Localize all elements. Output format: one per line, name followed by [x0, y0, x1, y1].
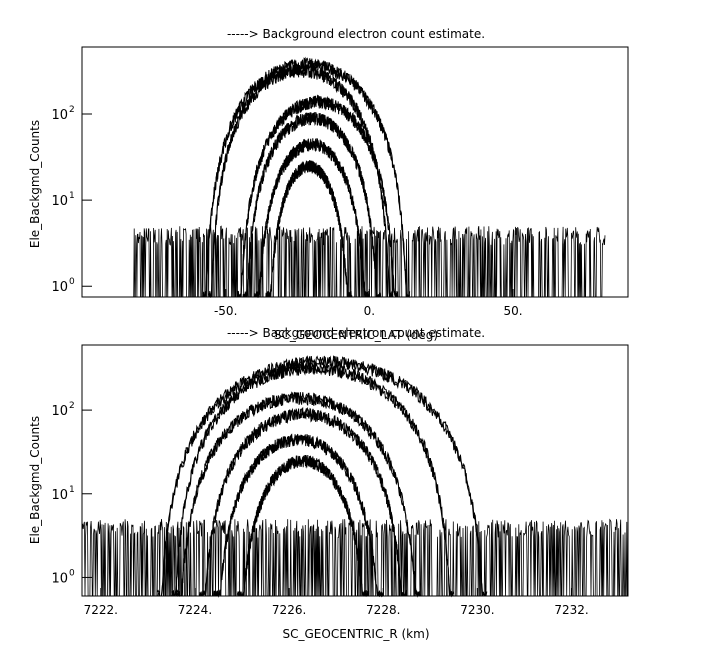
y-tick-exponent: 1 [69, 191, 75, 201]
series-line-2 [175, 391, 422, 597]
y-tick-exponent: 0 [69, 277, 75, 287]
chart-title: -----> Background electron count estimat… [227, 27, 485, 41]
y-tick-label: 10 [51, 108, 68, 123]
series-line-5 [265, 160, 353, 298]
y-tick-exponent: 1 [69, 485, 75, 495]
y-tick-label: 10 [51, 280, 68, 295]
series-line-2 [236, 95, 399, 298]
x-tick-label: 0. [364, 304, 375, 318]
series-line-1 [208, 63, 393, 298]
y-tick-exponent: 2 [69, 401, 75, 411]
x-axis-label: SC_GEOCENTRIC_LAT (deg) [274, 328, 438, 342]
x-axis-label: SC_GEOCENTRIC_R (km) [283, 627, 430, 641]
plot-frame [81, 46, 629, 298]
panel-lat: -----> Background electron count estimat… [28, 27, 629, 342]
y-tick-exponent: 0 [69, 568, 75, 578]
series-line-1 [170, 362, 455, 598]
y-axis-label: Ele_Backgmd_Counts [28, 120, 42, 248]
series-line-4 [253, 138, 370, 299]
x-tick-label: 7228. [366, 603, 400, 617]
y-tick-label: 10 [51, 571, 68, 586]
series-line-3 [242, 112, 381, 298]
y-tick-label: 10 [51, 404, 68, 419]
y-tick-label: 10 [51, 194, 68, 209]
series-layer [133, 56, 606, 299]
x-tick-label: 7226. [272, 603, 306, 617]
series-line-3 [199, 407, 407, 597]
series-line-3 [199, 406, 408, 597]
chart-title: -----> Background electron count estimat… [227, 326, 485, 340]
y-axis-label: Ele_Backgmd_Counts [28, 416, 42, 544]
y-tick-exponent: 2 [69, 105, 75, 115]
y-tick-label: 10 [51, 488, 68, 503]
x-tick-label: 7232. [554, 603, 588, 617]
series-line-5 [237, 455, 370, 597]
x-tick-label: 50. [504, 304, 523, 318]
x-tick-label: 7222. [84, 603, 118, 617]
series-line-0 [156, 355, 487, 597]
plot-frame [81, 344, 629, 597]
series-baseline-noise [133, 224, 606, 298]
panel-r: -----> Background electron count estimat… [28, 326, 629, 641]
series-line-4 [213, 433, 384, 598]
x-tick-label: 7230. [460, 603, 494, 617]
x-tick-label: 7224. [178, 603, 212, 617]
series-layer [81, 355, 628, 598]
x-tick-label: -50. [214, 304, 237, 318]
